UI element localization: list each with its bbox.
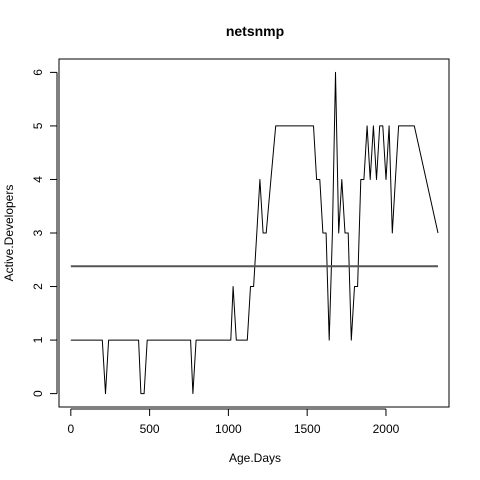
chart-title: netsnmp <box>226 23 284 39</box>
y-axis: 0 1 2 3 4 5 6 <box>31 69 58 397</box>
x-axis: 0 500 1000 1500 2000 <box>67 408 400 436</box>
y-tick-label: 2 <box>31 283 45 290</box>
y-tick-label: 0 <box>31 390 45 397</box>
x-tick-label: 0 <box>67 422 74 436</box>
y-axis-label: Active.Developers <box>2 185 16 282</box>
series-line <box>70 71 439 395</box>
y-tick-label: 6 <box>31 69 45 76</box>
y-tick-label: 3 <box>31 229 45 236</box>
series-layer <box>70 71 439 395</box>
plot-frame <box>58 58 450 408</box>
x-axis-label: Age.Days <box>229 451 281 465</box>
y-tick-label: 1 <box>31 336 45 343</box>
x-tick-label: 500 <box>140 422 160 436</box>
x-tick-label: 2000 <box>373 422 400 436</box>
x-tick-label: 1500 <box>294 422 321 436</box>
y-tick-label: 5 <box>31 122 45 129</box>
y-tick-label: 4 <box>31 176 45 183</box>
x-tick-label: 1000 <box>215 422 242 436</box>
